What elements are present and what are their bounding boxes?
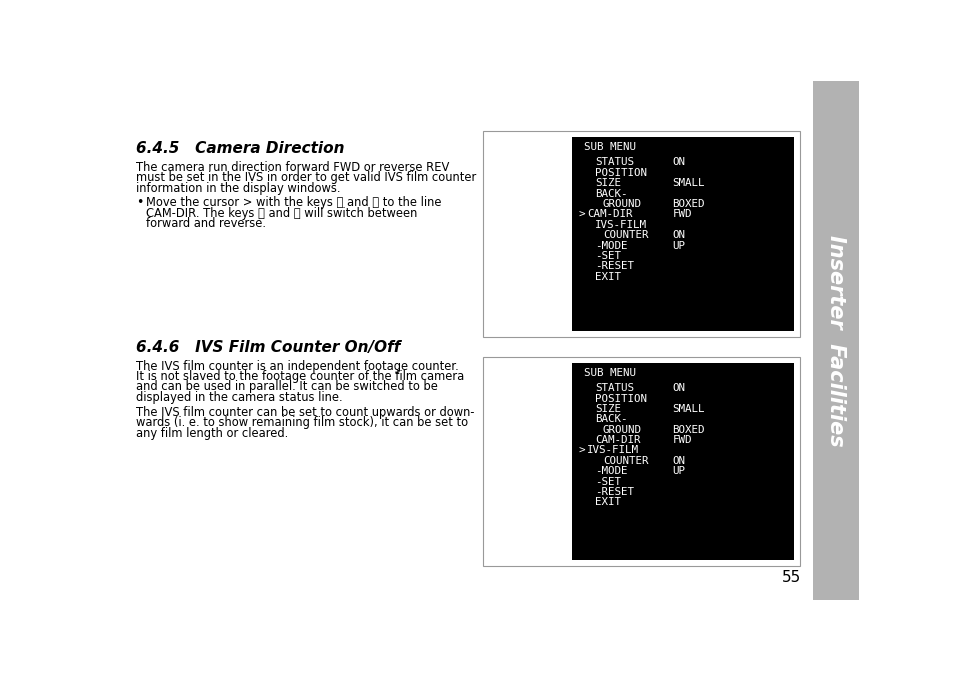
Text: -RESET: -RESET xyxy=(595,262,634,272)
Text: wards (i. e. to show remaining film stock), it can be set to: wards (i. e. to show remaining film stoc… xyxy=(136,417,468,429)
Text: >: > xyxy=(578,446,584,456)
Text: SUB MENU: SUB MENU xyxy=(583,368,636,378)
Text: BACK-: BACK- xyxy=(595,189,627,199)
Text: UP: UP xyxy=(672,466,685,477)
Text: IVS-FILM: IVS-FILM xyxy=(595,220,646,230)
Text: any film length or cleared.: any film length or cleared. xyxy=(136,427,288,439)
Text: The camera run direction forward FWD or reverse REV: The camera run direction forward FWD or … xyxy=(136,161,449,174)
Text: -RESET: -RESET xyxy=(595,487,634,497)
Text: forward and reverse.: forward and reverse. xyxy=(146,217,265,230)
Text: SMALL: SMALL xyxy=(672,179,704,188)
Text: GROUND: GROUND xyxy=(602,199,641,209)
Text: COUNTER: COUNTER xyxy=(602,231,648,240)
Text: displayed in the camera status line.: displayed in the camera status line. xyxy=(136,391,342,404)
Text: SUB MENU: SUB MENU xyxy=(583,142,636,152)
Text: and can be used in parallel. It can be switched to be: and can be used in parallel. It can be s… xyxy=(136,380,437,394)
Text: CAM-DIR: CAM-DIR xyxy=(595,435,639,445)
Text: STATUS: STATUS xyxy=(595,158,634,168)
Text: 6.4.6   IVS Film Counter On/Off: 6.4.6 IVS Film Counter On/Off xyxy=(136,340,400,355)
Bar xyxy=(571,137,794,331)
Text: -MODE: -MODE xyxy=(595,466,627,477)
Text: FWD: FWD xyxy=(672,435,691,445)
Text: STATUS: STATUS xyxy=(595,383,634,393)
Text: EXIT: EXIT xyxy=(595,272,620,282)
Text: IVS-FILM: IVS-FILM xyxy=(587,446,639,456)
Text: BOXED: BOXED xyxy=(672,199,704,209)
Bar xyxy=(571,363,794,560)
Text: BOXED: BOXED xyxy=(672,425,704,435)
Text: •: • xyxy=(136,196,144,210)
Text: ON: ON xyxy=(672,158,685,168)
Text: SIZE: SIZE xyxy=(595,179,620,188)
Text: Move the cursor > with the keys ⓧ and ⓨ to the line: Move the cursor > with the keys ⓧ and ⓨ … xyxy=(146,196,440,210)
Text: 55: 55 xyxy=(781,570,801,585)
Text: information in the display windows.: information in the display windows. xyxy=(136,182,340,195)
Text: Inserter  Facilities: Inserter Facilities xyxy=(825,235,845,446)
Text: BACK-: BACK- xyxy=(595,415,627,425)
Text: ON: ON xyxy=(672,383,685,393)
Text: SIZE: SIZE xyxy=(595,404,620,414)
Text: SMALL: SMALL xyxy=(672,404,704,414)
Text: CAM-DIR. The keys ⓨ and ⓩ will switch between: CAM-DIR. The keys ⓨ and ⓩ will switch be… xyxy=(146,207,416,220)
Text: 6.4.5   Camera Direction: 6.4.5 Camera Direction xyxy=(136,141,344,156)
Text: must be set in the IVS in order to get valid IVS film counter: must be set in the IVS in order to get v… xyxy=(136,171,476,185)
Text: >: > xyxy=(578,210,584,220)
Text: POSITION: POSITION xyxy=(595,394,646,404)
Bar xyxy=(812,81,858,600)
Text: -SET: -SET xyxy=(595,477,620,487)
Bar xyxy=(482,357,800,566)
Text: FWD: FWD xyxy=(672,210,691,220)
Text: UP: UP xyxy=(672,241,685,251)
Text: -SET: -SET xyxy=(595,251,620,261)
Text: The IVS film counter can be set to count upwards or down-: The IVS film counter can be set to count… xyxy=(136,406,475,419)
Text: -MODE: -MODE xyxy=(595,241,627,251)
Text: ON: ON xyxy=(672,456,685,466)
Text: The IVS film counter is an independent footage counter.: The IVS film counter is an independent f… xyxy=(136,360,458,373)
Text: POSITION: POSITION xyxy=(595,168,646,178)
Text: EXIT: EXIT xyxy=(595,497,620,508)
Bar xyxy=(482,131,800,337)
Text: ON: ON xyxy=(672,231,685,240)
Text: CAM-DIR: CAM-DIR xyxy=(587,210,632,220)
Text: GROUND: GROUND xyxy=(602,425,641,435)
Text: It is not slaved to the footage counter of the film camera: It is not slaved to the footage counter … xyxy=(136,370,464,383)
Text: COUNTER: COUNTER xyxy=(602,456,648,466)
